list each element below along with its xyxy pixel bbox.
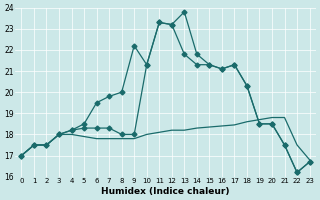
X-axis label: Humidex (Indice chaleur): Humidex (Indice chaleur) (101, 187, 230, 196)
